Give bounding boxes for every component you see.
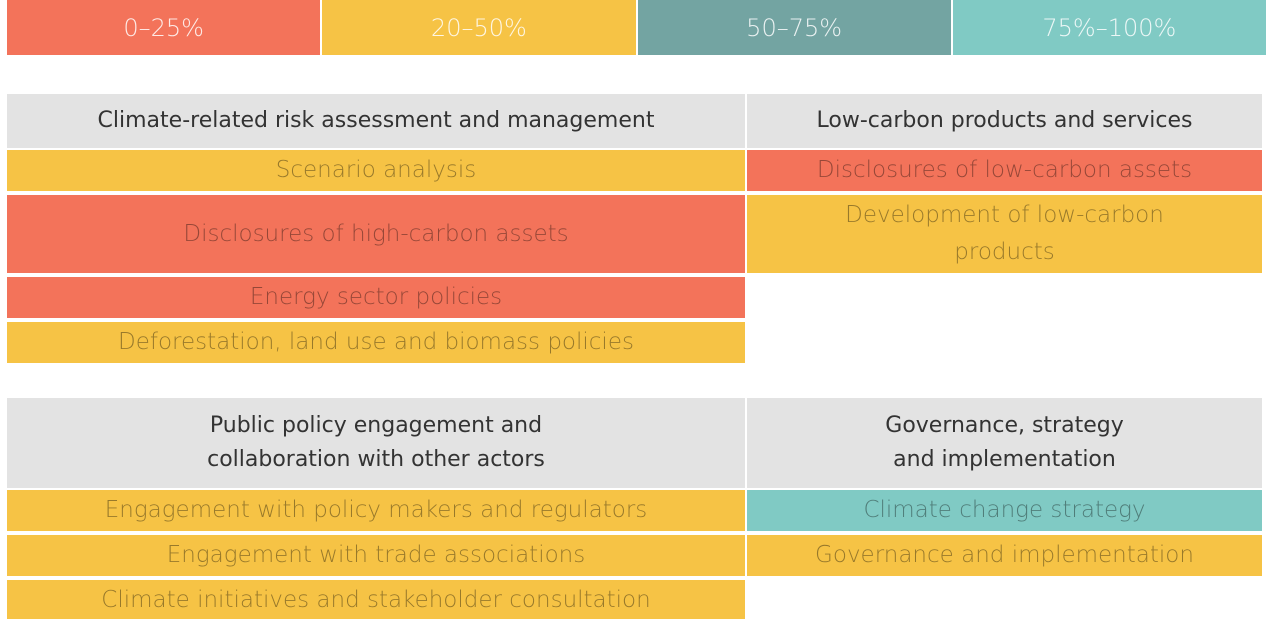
item: Engagement with trade associations xyxy=(7,535,745,576)
item: Deforestation, land use and biomass poli… xyxy=(7,322,745,363)
section-title: Public policy engagement and collaborati… xyxy=(7,398,745,488)
item: Disclosures of high-carbon assets xyxy=(7,195,745,273)
legend-item: 50–75% xyxy=(637,0,951,55)
legend-item: 0–25% xyxy=(7,0,321,55)
item: Development of low-carbon products xyxy=(747,195,1262,273)
item: Governance and implementation xyxy=(747,535,1262,576)
item: Engagement with policy makers and regula… xyxy=(7,490,745,531)
item: Climate initiatives and stakeholder cons… xyxy=(7,580,745,619)
item: Disclosures of low-carbon assets xyxy=(747,150,1262,191)
legend-item: 75%–100% xyxy=(952,0,1266,55)
block: Climate-related risk assessment and mana… xyxy=(7,94,1262,363)
legend: 0–25% 20–50% 50–75% 75%–100% xyxy=(7,0,1266,55)
block: Public policy engagement and collaborati… xyxy=(7,398,1262,619)
legend-item: 20–50% xyxy=(322,0,636,55)
item: Climate change strategy xyxy=(747,490,1262,531)
section-title: Governance, strategy and implementation xyxy=(747,398,1262,488)
item: Scenario analysis xyxy=(7,150,745,191)
section-title: Climate-related risk assessment and mana… xyxy=(7,94,745,148)
section-title: Low-carbon products and services xyxy=(747,94,1262,148)
item: Energy sector policies xyxy=(7,277,745,318)
